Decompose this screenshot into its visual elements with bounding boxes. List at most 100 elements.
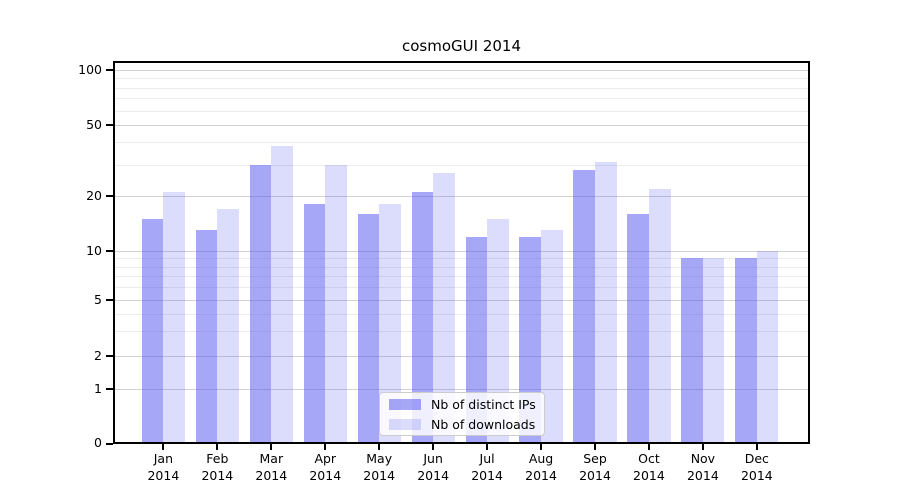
x-tick-mark [162,444,165,450]
gridline-minor [113,276,810,278]
gridline-minor [113,266,810,268]
bar-distinct-ips-mar [249,164,272,444]
bar-downloads-jan [163,192,185,444]
x-tick-mark [378,444,381,450]
x-tick-label: Aug 2014 [510,450,572,484]
x-tick-label: Jun 2014 [402,450,464,484]
legend-label-downloads: Nb of downloads [431,416,536,432]
x-tick-month: Jan [153,451,174,466]
bar-downloads-oct [648,188,671,444]
bar-distinct-ips-feb [195,230,218,444]
legend-swatch-downloads [389,418,421,430]
gridline-minor [113,110,810,112]
x-tick-year: 2014 [417,468,450,483]
gridline-minor [113,78,810,80]
x-tick-year: 2014 [147,468,180,483]
x-tick-year: 2014 [525,468,557,483]
bar-downloads-feb [217,208,239,444]
x-tick-label: Jul 2014 [456,450,518,484]
bar-downloads-nov [702,258,725,444]
bar-distinct-ips-jul [465,236,488,444]
x-tick-month: Apr [314,451,337,466]
x-tick-month: Dec [744,451,769,466]
x-tick-mark [540,444,543,450]
x-tick-label: Apr 2014 [294,450,356,484]
y-tick-mark [106,355,113,357]
x-tick-month: Oct [638,451,660,466]
bar-downloads-apr [325,164,347,444]
x-tick-year: 2014 [686,468,719,483]
gridline-major [113,70,810,71]
x-tick-year: 2014 [201,468,234,483]
y-tick-label: 5 [94,291,102,307]
gridline-minor [113,287,810,289]
bar-downloads-may [379,204,401,444]
gridline-major [113,300,810,301]
bar-distinct-ips-oct [627,213,649,444]
bar-downloads-aug [541,230,563,444]
x-tick-label: Feb 2014 [186,450,248,484]
y-tick-label: 0 [94,435,102,450]
x-tick-month: Sep [583,451,607,466]
y-tick-mark [106,124,113,126]
gridline-major [113,389,810,390]
x-tick-mark [324,444,327,450]
gridline-minor [113,164,810,166]
x-tick-month: Jul [479,451,495,466]
x-tick-month: Feb [206,451,229,466]
x-tick-mark [270,444,273,450]
plot-area [113,61,810,444]
x-tick-month: May [366,451,393,466]
x-tick-mark [701,444,704,450]
x-tick-mark [432,444,435,450]
x-tick-label: Sep 2014 [564,450,626,484]
y-tick-label: 2 [94,347,102,363]
gridline-major [113,356,810,357]
gridline-minor [113,258,810,260]
bar-distinct-ips-sep [573,169,595,444]
y-tick-mark [106,250,113,252]
y-tick-mark [106,299,113,301]
bar-downloads-jun [433,172,455,444]
x-tick-year: 2014 [579,468,611,483]
x-tick-label: Oct 2014 [618,450,680,484]
y-tick-label: 100 [78,61,102,77]
x-tick-label: Jan 2014 [132,450,194,484]
x-tick-year: 2014 [633,468,665,483]
gridline-minor [113,331,810,333]
y-tick-mark [106,388,113,390]
x-tick-label: May 2014 [348,450,410,484]
x-tick-mark [647,444,650,450]
legend-item-distinct-ips: Nb of distinct IPs [389,396,536,412]
bar-downloads-sep [595,162,617,444]
x-tick-month: Jun [423,451,443,466]
y-tick-mark [106,442,113,445]
legend-label-ips: Nb of distinct IPs [431,396,536,412]
bar-distinct-ips-may [357,213,380,444]
bar-distinct-ips-nov [681,258,703,444]
bar-distinct-ips-dec [735,258,757,444]
x-tick-mark [486,444,489,450]
gridline-minor [113,313,810,315]
bar-distinct-ips-jun [411,192,434,444]
bar-distinct-ips-apr [303,204,326,444]
bar-downloads-jul [487,218,509,444]
x-tick-label: Mar 2014 [240,450,302,484]
y-tick-mark [106,69,113,71]
x-tick-mark [216,444,219,450]
x-tick-year: 2014 [471,468,503,483]
legend-swatch-ips [389,398,421,410]
y-tick-label: 1 [94,380,102,396]
x-tick-mark [594,444,596,450]
x-tick-year: 2014 [309,468,342,483]
x-tick-label: Dec 2014 [726,450,788,484]
x-tick-year: 2014 [740,468,773,483]
x-tick-label: Nov 2014 [672,450,734,484]
x-tick-month: Nov [690,451,716,466]
bar-distinct-ips-jan [141,218,164,444]
x-tick-year: 2014 [255,468,288,483]
gridline-major [113,251,810,252]
gridline-minor [113,98,810,100]
y-tick-label: 10 [86,242,102,258]
x-tick-year: 2014 [363,468,396,483]
